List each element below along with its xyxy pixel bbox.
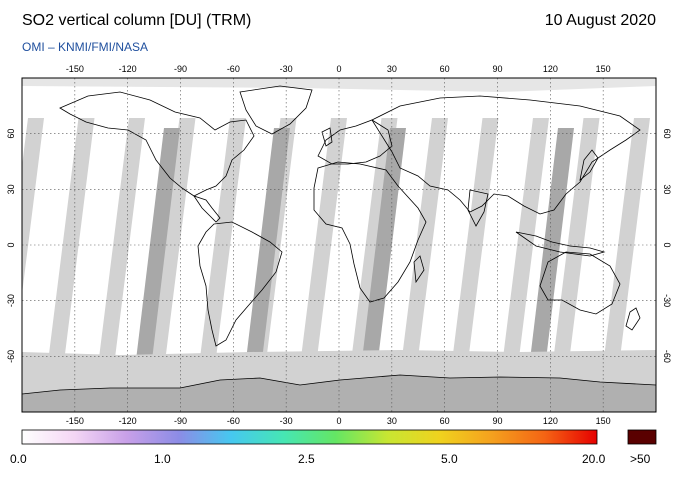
lon-label-bottom-4: -30: [280, 416, 293, 426]
lat-label-left-2: 0: [6, 242, 16, 247]
data-source: OMI – KNMI/FMI/NASA: [22, 40, 149, 54]
latitude-labels: 60 60 30 30 0 0 -30 -30 -60 -60: [6, 129, 672, 363]
orbit-gap-swath-12: [604, 118, 650, 358]
lat-label-right-1: 30: [662, 184, 672, 194]
colorbar: [21, 429, 598, 445]
asia-coast: [371, 95, 641, 215]
lat-label-left-1: 30: [6, 184, 16, 194]
lon-label-top-2: -90: [174, 64, 187, 74]
lon-label-top-3: -60: [227, 64, 240, 74]
lon-label-top-6: 30: [387, 64, 397, 74]
lon-label-bottom-5: 0: [336, 416, 341, 426]
lon-label-bottom-9: 120: [543, 416, 558, 426]
indonesia-coast: [515, 231, 606, 257]
greenland-coast: [239, 85, 313, 135]
colorbar-label-1: 1.0: [154, 452, 171, 466]
lon-label-top-7: 60: [440, 64, 450, 74]
lon-label-top-4: -30: [280, 64, 293, 74]
new-zealand-coast: [625, 307, 641, 331]
orbit-overlap-swath-0: [136, 128, 180, 360]
north-no-data: [22, 78, 656, 92]
india-coast: [467, 189, 489, 227]
coastlines: [59, 85, 641, 347]
lon-label-top-9: 120: [543, 64, 558, 74]
lon-label-top-0: -150: [66, 64, 84, 74]
lat-label-right-2: 0: [662, 242, 672, 247]
lon-label-bottom-8: 90: [492, 416, 502, 426]
lon-label-bottom-7: 60: [440, 416, 450, 426]
africa-coast: [313, 161, 427, 303]
colorbar-label-2: 2.5: [298, 452, 315, 466]
lon-label-bottom-1: -120: [119, 416, 137, 426]
map-date: 10 August 2020: [544, 12, 656, 29]
madagascar-coast: [413, 255, 425, 284]
colorbar-overflow-label: >50: [630, 452, 651, 466]
japan-coast: [579, 149, 599, 181]
lon-label-bottom-2: -90: [174, 416, 187, 426]
orbit-gap-swath-11: [553, 118, 600, 358]
orbit-overlap-swath-2: [362, 128, 406, 360]
colorbar-label-4: 20.0: [582, 452, 606, 466]
orbit-gap-swath-9: [452, 118, 499, 358]
colorbar-label-0: 0.0: [10, 452, 27, 466]
south-america-coast: [197, 221, 283, 347]
central-america-coast: [193, 195, 221, 223]
orbit-overlap-swath-1: [246, 128, 290, 360]
europe-coast: [317, 119, 393, 165]
orbit-overlaps: [136, 128, 574, 360]
lon-label-top-1: -120: [119, 64, 137, 74]
orbit-gap-swath-13: [654, 346, 656, 358]
lon-label-bottom-6: 30: [387, 416, 397, 426]
graticule: [22, 78, 656, 412]
colorbar-label-3: 5.0: [441, 452, 458, 466]
lon-label-top-10: 150: [596, 64, 611, 74]
orbit-gap-swath-10: [503, 118, 549, 358]
lat-label-left-3: -30: [6, 294, 16, 307]
orbit-gap-swath-6: [301, 118, 347, 358]
lat-label-right-3: -30: [662, 294, 672, 307]
lat-label-right-0: 60: [662, 129, 672, 139]
north-america-coast: [59, 91, 255, 197]
lon-label-bottom-0: -150: [66, 416, 84, 426]
australia-coast: [539, 251, 621, 315]
lat-label-left-0: 60: [6, 129, 16, 139]
orbit-gap-swath-2: [99, 118, 145, 358]
orbit-overlap-swath-3: [530, 128, 574, 360]
lon-label-bottom-10: 150: [596, 416, 611, 426]
longitude-labels: -150 -150 -120 -120 -90 -90 -60 -60 -30 -30 0 0 30 30…: [66, 64, 611, 426]
lon-label-top-8: 90: [492, 64, 502, 74]
orbit-gap-swath-1: [48, 118, 95, 358]
orbit-gap-swath-4: [200, 118, 246, 358]
map-title: SO2 vertical column [DU] (TRM): [22, 12, 252, 29]
lon-label-bottom-3: -60: [227, 416, 240, 426]
orbit-gap-swath-0: [22, 118, 44, 294]
colorbar-overflow-box: [627, 429, 657, 445]
lat-label-left-4: -60: [6, 350, 16, 363]
uk-coast: [321, 127, 333, 147]
lon-label-top-5: 0: [336, 64, 341, 74]
orbit-gap-swath-3: [149, 118, 196, 358]
orbit-gap-swath-8: [402, 118, 448, 358]
lat-label-right-4: -60: [662, 350, 672, 363]
map-frame: [21, 77, 657, 413]
